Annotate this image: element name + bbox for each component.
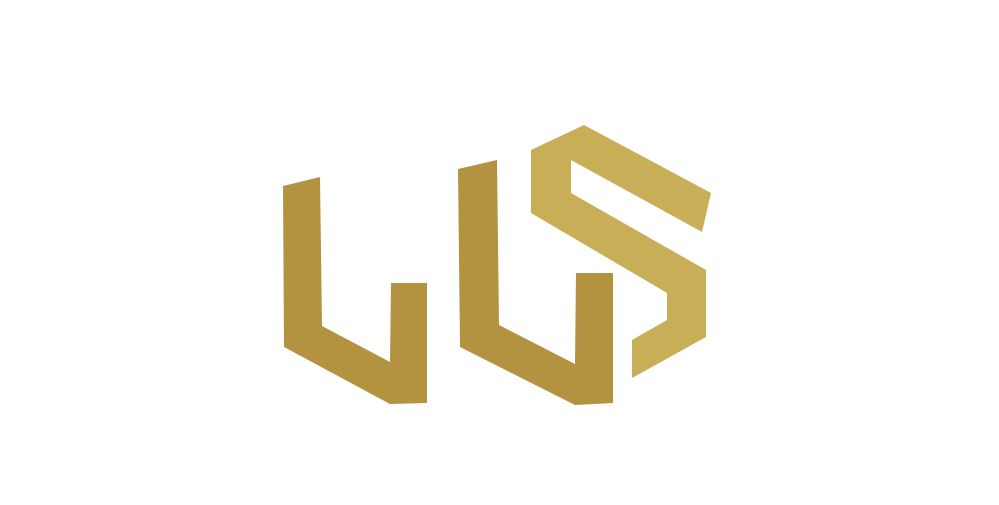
logo-letter-l-second — [458, 160, 613, 405]
logo-letter-s — [531, 125, 711, 378]
logo-letter-l-first — [283, 177, 427, 404]
